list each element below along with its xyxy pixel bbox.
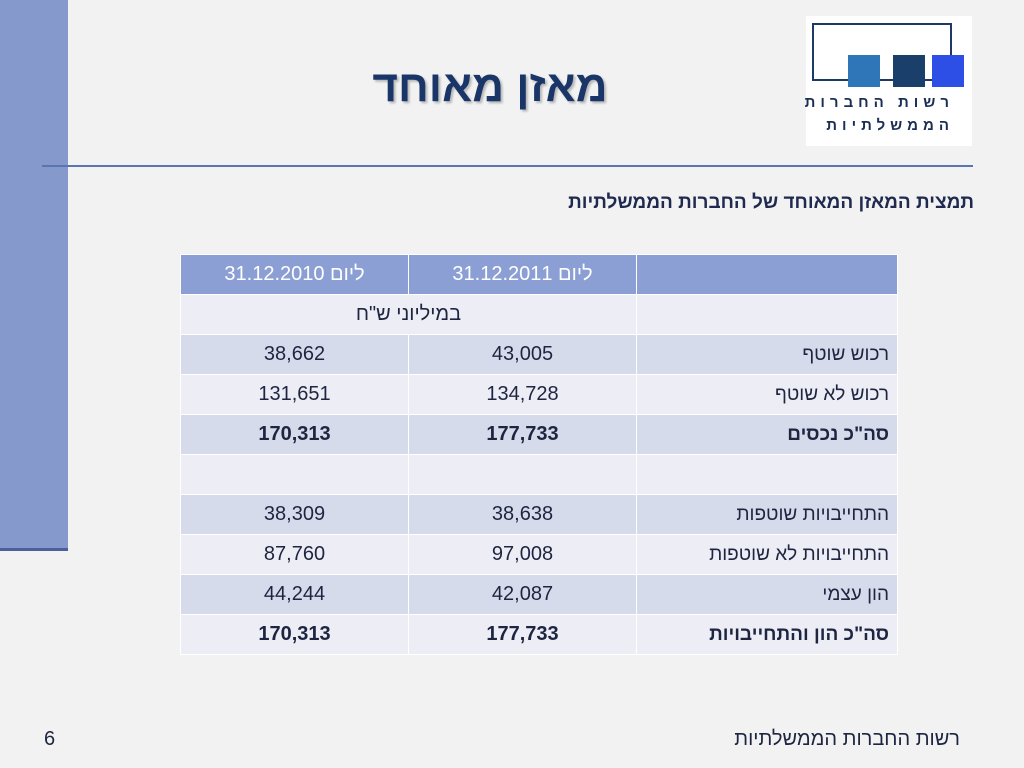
logo: רשות החברות הממשלתיות: [804, 16, 972, 146]
row-label: סה"כ נכסים: [636, 414, 898, 455]
balance-table: ליום 31.12.2011 ליום 31.12.2010 במיליוני…: [180, 254, 898, 655]
row-label: סה"כ הון והתחייבויות: [636, 614, 898, 655]
header-corner-cell: [636, 254, 898, 295]
header-2010: ליום 31.12.2010: [180, 254, 409, 295]
value-2010: 170,313: [180, 614, 409, 655]
row-label: הון עצמי: [636, 574, 898, 615]
table-row-total-assets: סה"כ נכסים 177,733 170,313: [180, 414, 898, 455]
header-2011: ליום 31.12.2011: [408, 254, 637, 295]
value-2011: 177,733: [408, 614, 637, 655]
logo-square-dark: [893, 55, 925, 87]
value-2010: 170,313: [180, 414, 409, 455]
table-header-row: ליום 31.12.2011 ליום 31.12.2010: [180, 254, 898, 295]
table-row-empty: [180, 454, 898, 495]
units-row: במיליוני ש"ח: [180, 294, 898, 335]
value-2010: 38,309: [180, 494, 409, 535]
table-row: רכוש לא שוטף 134,728 131,651: [180, 374, 898, 415]
value-2010: 44,244: [180, 574, 409, 615]
value-2011: [408, 454, 637, 495]
row-label: התחייבויות שוטפות: [636, 494, 898, 535]
value-2011: 38,638: [408, 494, 637, 535]
table-row: רכוש שוטף 43,005 38,662: [180, 334, 898, 375]
table-row-total-equity-liabilities: סה"כ הון והתחייבויות 177,733 170,313: [180, 614, 898, 655]
value-2010: 87,760: [180, 534, 409, 575]
value-2011: 97,008: [408, 534, 637, 575]
value-2011: 42,087: [408, 574, 637, 615]
row-label: רכוש לא שוטף: [636, 374, 898, 415]
table-row: התחייבויות לא שוטפות 97,008 87,760: [180, 534, 898, 575]
row-label: [636, 454, 898, 495]
value-2011: 177,733: [408, 414, 637, 455]
slide-title: מאזן מאוחד: [372, 62, 608, 111]
page-number: 6: [44, 728, 56, 750]
footer-text: רשות החברות הממשלתיות: [734, 728, 960, 750]
value-2010: [180, 454, 409, 495]
logo-frame: [812, 23, 952, 81]
row-label: התחייבויות לא שוטפות: [636, 534, 898, 575]
value-2011: 43,005: [408, 334, 637, 375]
logo-square-light: [848, 55, 880, 87]
value-2011: 134,728: [408, 374, 637, 415]
value-2010: 38,662: [180, 334, 409, 375]
row-label: רכוש שוטף: [636, 334, 898, 375]
title-divider: [42, 165, 973, 167]
units-label-cell: [636, 294, 898, 335]
left-accent-bar: [0, 0, 68, 551]
slide-subtitle: תמצית המאזן המאוחד של החברות הממשלתיות: [568, 192, 974, 213]
logo-text-line1: רשות החברות: [804, 94, 954, 111]
table-row: התחייבויות שוטפות 38,638 38,309: [180, 494, 898, 535]
table-row: הון עצמי 42,087 44,244: [180, 574, 898, 615]
logo-text-line2: הממשלתיות: [826, 117, 954, 134]
units-cell: במיליוני ש"ח: [180, 294, 637, 335]
logo-square-blue: [932, 55, 964, 87]
value-2010: 131,651: [180, 374, 409, 415]
